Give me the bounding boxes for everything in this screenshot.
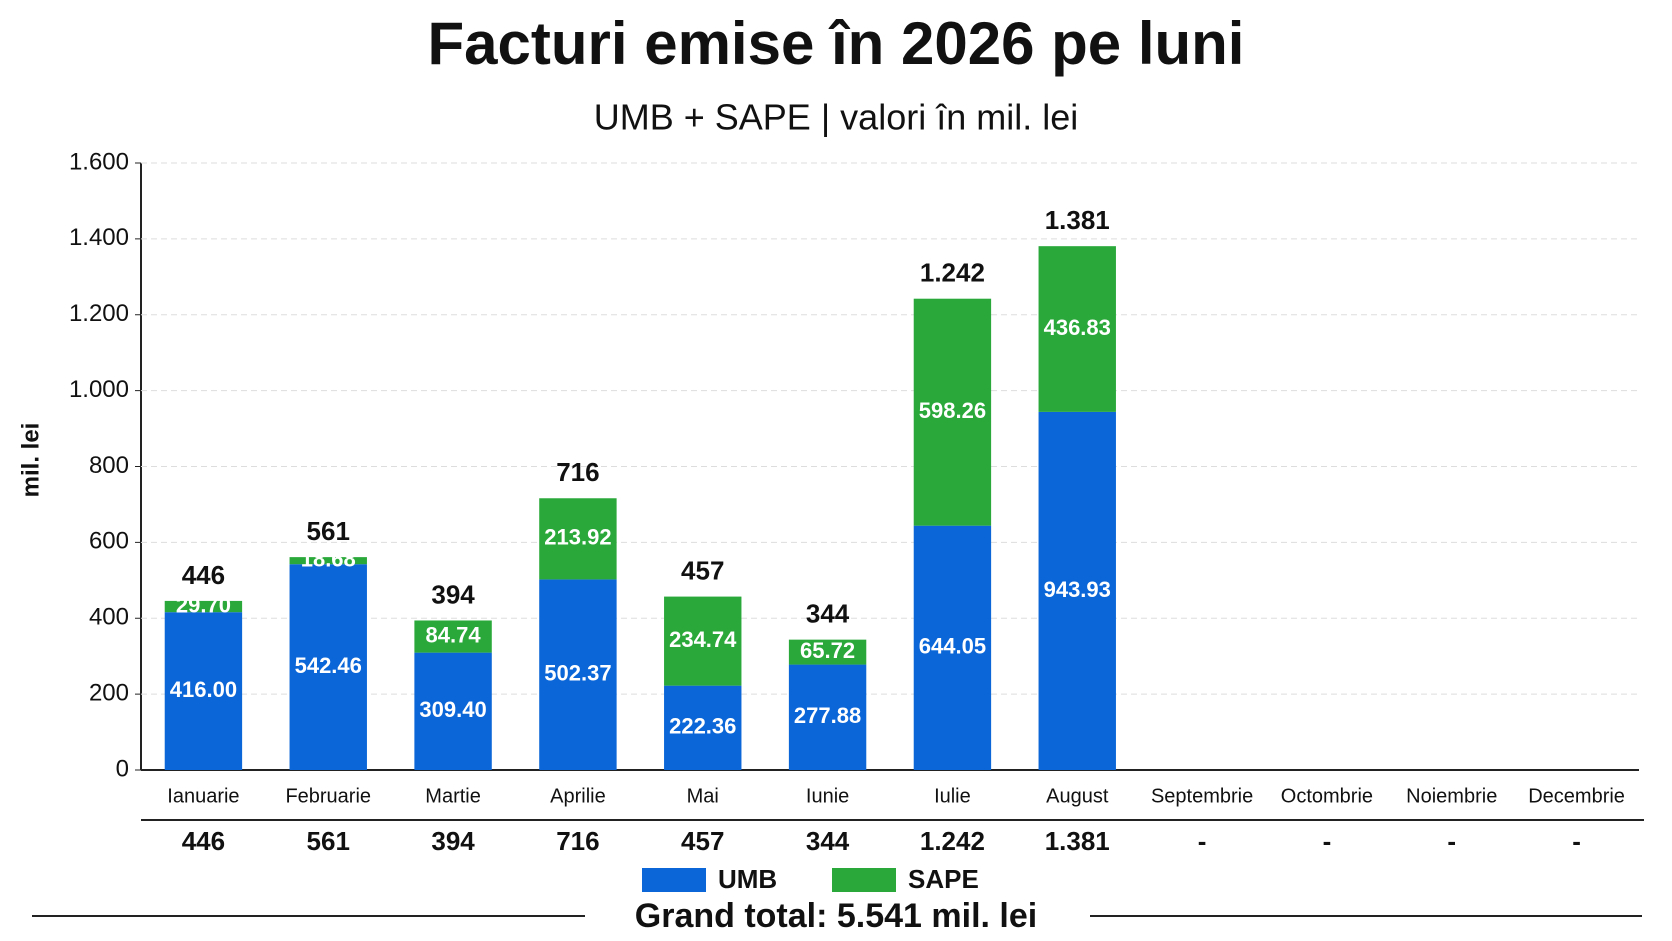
table-total: 716 (556, 826, 599, 856)
table-total: 1.381 (1045, 826, 1110, 856)
bar-segment (664, 685, 742, 770)
segment-label: 18.68 (301, 546, 356, 571)
table-total: 344 (806, 826, 850, 856)
segment-label: 234.74 (669, 627, 737, 652)
total-label: 561 (307, 516, 350, 546)
legend-swatch (832, 868, 896, 892)
bar-segment (913, 298, 992, 526)
segment-label: 416.00 (170, 677, 237, 702)
y-axis-label: mil. lei (17, 423, 44, 498)
x-tick-label: Mai (687, 785, 719, 807)
table-total: - (1572, 826, 1581, 856)
total-label: 394 (431, 579, 475, 609)
y-tick-label: 800 (89, 452, 129, 479)
total-label: 457 (681, 555, 724, 585)
table-total: 1.242 (920, 826, 985, 856)
segment-label: 213.92 (544, 525, 611, 550)
table-total: - (1447, 826, 1456, 856)
table-total: - (1198, 826, 1207, 856)
x-tick-label: Februarie (285, 785, 371, 807)
bar-segment (664, 596, 742, 686)
bar-segment (788, 639, 867, 665)
total-label: 1.242 (920, 258, 985, 288)
bar-segment (1038, 411, 1116, 770)
total-label: 446 (182, 560, 225, 590)
total-label: 716 (556, 457, 599, 487)
segment-label: 598.26 (919, 398, 986, 423)
bar-segment (1038, 246, 1116, 412)
x-tick-label: Martie (425, 785, 481, 807)
bar-segment (289, 557, 367, 565)
y-tick-label: 200 (89, 679, 129, 706)
chart-subtitle: UMB + SAPE | valori în mil. lei (594, 97, 1079, 138)
segment-label: 644.05 (919, 634, 986, 659)
y-tick-label: 1.200 (69, 300, 129, 327)
table-total: - (1323, 826, 1332, 856)
table-total: 457 (681, 826, 724, 856)
y-tick-label: 400 (89, 604, 129, 631)
bar-segment (414, 652, 492, 770)
x-tick-label: Ianuarie (167, 785, 239, 807)
segment-label: 29.70 (176, 592, 231, 617)
segment-label: 436.83 (1044, 315, 1111, 340)
y-tick-label: 1.600 (69, 148, 129, 175)
table-total: 394 (431, 826, 475, 856)
x-tick-label: Septembrie (1151, 785, 1253, 807)
table-total: 446 (182, 826, 225, 856)
x-tick-label: Octombrie (1281, 785, 1373, 807)
legend-swatch (642, 868, 706, 892)
bar-segment (414, 620, 492, 653)
y-tick-label: 1.000 (69, 376, 129, 403)
segment-label: 65.72 (800, 638, 855, 663)
x-tick-label: Aprilie (550, 785, 606, 807)
bar-segment (164, 600, 243, 613)
x-tick-label: Iulie (934, 785, 971, 807)
segment-label: 277.88 (794, 703, 861, 728)
chart-title: Facturi emise în 2026 pe luni (428, 10, 1245, 77)
segment-label: 502.37 (544, 661, 611, 686)
bar-segment (788, 664, 867, 770)
bar-segment (913, 525, 992, 770)
bar-segment (164, 612, 243, 770)
bar-segment (539, 579, 617, 770)
total-label: 1.381 (1045, 205, 1110, 235)
bar-segment (539, 498, 617, 580)
table-total: 561 (307, 826, 350, 856)
x-tick-label: Iunie (806, 785, 849, 807)
legend-label: UMB (718, 864, 777, 894)
x-tick-label: Decembrie (1528, 785, 1625, 807)
y-tick-label: 600 (89, 528, 129, 555)
grand-total: Grand total: 5.541 mil. lei (635, 897, 1037, 935)
x-tick-label: Noiembrie (1406, 785, 1497, 807)
segment-label: 222.36 (669, 714, 736, 739)
segment-label: 84.74 (426, 622, 482, 647)
segment-label: 943.93 (1044, 577, 1111, 602)
y-tick-label: 0 (116, 755, 129, 782)
y-tick-label: 1.400 (69, 224, 129, 251)
bar-segment (289, 564, 367, 770)
segment-label: 542.46 (295, 653, 362, 678)
segment-label: 309.40 (419, 697, 486, 722)
legend-label: SAPE (908, 864, 979, 894)
x-tick-label: August (1046, 785, 1109, 807)
total-label: 344 (806, 599, 850, 629)
